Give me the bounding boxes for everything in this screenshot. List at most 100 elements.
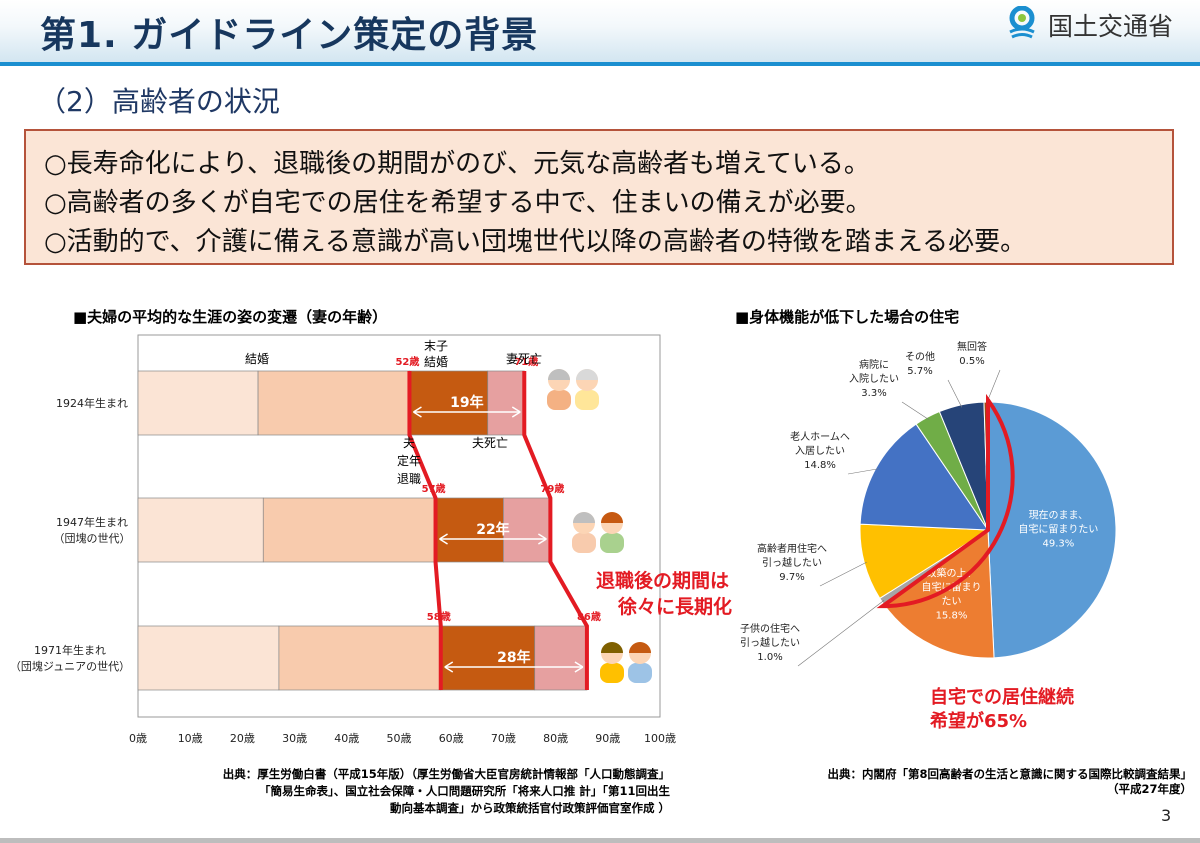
period-label: 19年 xyxy=(450,394,483,411)
stage-label-child-marriage: 末子 xyxy=(424,339,448,353)
x-tick-label: 80歳 xyxy=(543,732,568,745)
pie-slice-label: 引っ越したい xyxy=(740,636,800,649)
right-chart-source-1: 出典：内閣府「第8回高齢者の生活と意識に関する国際比較調査結果」 xyxy=(827,767,1193,781)
pie-slice-label: 無回答 xyxy=(957,340,987,353)
right-chart-source-2: （平成27年度） xyxy=(1106,782,1192,796)
pie-slice xyxy=(859,423,989,531)
elderly-couple-illustration-1924 xyxy=(547,369,599,410)
x-tick-label: 60歳 xyxy=(439,732,464,745)
pie-slice-label: 1.0% xyxy=(757,652,782,663)
summary-box: ○長寿命化により、退職後の期間がのび、元気な高齢者も増えている。 ○高齢者の多く… xyxy=(24,129,1174,265)
summary-line-2: ○高齢者の多くが自宅での居住を希望する中で、住まいの備えが必要。 xyxy=(44,188,872,218)
x-tick-label: 20歳 xyxy=(230,732,255,745)
x-tick-label: 30歳 xyxy=(282,732,307,745)
period-arrow-heads xyxy=(413,406,521,418)
life-segment-bar xyxy=(534,625,588,691)
life-segment-bar xyxy=(262,497,436,563)
left-chart-source-2: 「簡易生命表」、国立社会保障・人口問題研究所「将来人口推 計」「第11回出生 xyxy=(258,784,670,798)
category-label: 1947年生まれ xyxy=(56,515,128,529)
pie-slice-label: 0.5% xyxy=(959,356,984,367)
summary-line-3: ○活動的で、介護に備える意識が高い団塊世代以降の高齢者の特徴を踏まえる必要。 xyxy=(44,227,1027,257)
life-segment-bar xyxy=(257,370,410,436)
retire-age-label: 52歳 xyxy=(395,355,419,368)
x-tick-label: 10歳 xyxy=(178,732,203,745)
stage-label-retire: 夫 xyxy=(403,436,415,450)
left-chart-source-3: 動向基本調査」から政策統括官付政策評価官室作成 ） xyxy=(389,801,670,815)
pie-slice-label: その他 xyxy=(905,350,935,363)
right-chart-title: ■身体機能が低下した場合の住宅 xyxy=(735,308,960,326)
x-tick-label: 100歳 xyxy=(644,732,676,745)
summary-line-1: ○長寿命化により、退職後の期間がのび、元気な高齢者も増えている。 xyxy=(44,149,870,179)
life-segment-bar xyxy=(137,370,259,436)
category-label: （団塊ジュニアの世代） xyxy=(10,660,130,673)
left-chart-source-1: 出典：厚生労働白書（平成15年版）（厚生労働省大臣官房統計情報部「人口動態調査」 xyxy=(222,767,670,781)
pie-slice-label: 自宅に留まりたい xyxy=(1018,522,1098,535)
pie-slice-label: 49.3% xyxy=(1042,538,1074,549)
x-tick-label: 0歳 xyxy=(129,732,147,745)
pie-leader-line xyxy=(797,600,885,667)
elderly-couple-illustration-1947 xyxy=(572,512,624,553)
life-course-chart: 0歳 10歳 20歳 30歳 40歳 50歳 60歳 70歳 80歳 90歳 100歳 1924年生ま… xyxy=(10,334,676,745)
pie-slice-label: 病院に xyxy=(859,358,889,371)
category-label: 1971年生まれ xyxy=(34,643,106,657)
x-tick-label: 40歳 xyxy=(334,732,359,745)
life-segment-bar xyxy=(503,497,551,563)
pie-slice-label: 高齢者用住宅へ xyxy=(757,542,827,555)
right-callout-line-1: 自宅での居住継続 xyxy=(930,687,1074,708)
left-chart-title: ■夫婦の平均的な生涯の姿の変遷（妻の年齢） xyxy=(73,308,388,326)
left-callout-line-2: 徐々に長期化 xyxy=(618,596,733,618)
pie-slice-label: 入院したい xyxy=(849,372,899,385)
stage-label-husband-death: 夫死亡 xyxy=(472,436,508,450)
mlit-logo-icon xyxy=(1009,6,1035,39)
ministry-logo: 国土交通省 xyxy=(1000,4,1196,41)
footer-line xyxy=(0,838,1200,843)
pie-slice-label: たい xyxy=(941,595,961,607)
x-tick-label: 50歳 xyxy=(387,732,412,745)
period-label: 28年 xyxy=(497,649,530,666)
stage-label-retire: 退職 xyxy=(397,472,421,486)
life-segment-bar xyxy=(409,370,489,436)
retirement-trend-line xyxy=(407,371,443,690)
section-subtitle: （2）高齢者の状況 xyxy=(38,85,280,118)
pie-slice-label: 14.8% xyxy=(804,460,836,471)
pie-slice-label: 3.3% xyxy=(861,388,886,399)
wife-death-trend-line xyxy=(522,371,589,690)
pie-leader-line xyxy=(847,468,879,475)
pie-slice-label: 15.8% xyxy=(936,610,968,621)
left-callout-line-1: 退職後の期間は xyxy=(596,570,730,592)
pie-leader-line xyxy=(819,561,867,587)
pie-slice-label: 入居したい xyxy=(795,445,845,457)
x-tick-label: 70歳 xyxy=(491,732,516,745)
elderly-couple-illustration-1971 xyxy=(600,642,652,683)
x-tick-label: 90歳 xyxy=(595,732,620,745)
stage-label-child-marriage: 結婚 xyxy=(424,355,448,369)
pie-leader-line xyxy=(947,379,963,408)
right-callout-line-2: 希望が65% xyxy=(930,711,1028,732)
pie-slice-label: 9.7% xyxy=(779,572,804,583)
housing-pie-chart: 現在のまま、自宅に留まりたい49.3%改築の上、自宅に留まりたい15.8%子供の… xyxy=(740,340,1117,667)
header-bar xyxy=(0,0,1200,66)
life-segment-bar xyxy=(137,625,280,691)
slide-title: 第1. ガイドライン策定の背景 xyxy=(40,15,539,56)
category-label: （団塊の世代） xyxy=(54,532,131,545)
pie-slice-label: 子供の住宅へ xyxy=(740,622,800,635)
period-label: 22年 xyxy=(476,521,509,538)
pie-slice xyxy=(859,523,990,600)
header-divider xyxy=(0,62,1200,66)
death-age-label: 71歳 xyxy=(514,355,538,368)
pie-slice-label: 老人ホームへ xyxy=(790,430,850,443)
period-arrow-heads xyxy=(439,533,547,545)
sixty-five-percent-highlight xyxy=(876,393,1015,609)
life-segment-bar xyxy=(278,625,442,691)
pie-slice xyxy=(987,401,1117,659)
pie-slice-label: 現在のまま、 xyxy=(1029,509,1089,521)
life-segment-bar xyxy=(487,370,525,436)
category-label: 1924年生まれ xyxy=(56,396,128,410)
pie-slice-label: 引っ越したい xyxy=(762,556,822,569)
life-segment-bar xyxy=(435,497,504,563)
life-segment-bar xyxy=(137,497,264,563)
stage-label-marriage: 結婚 xyxy=(245,352,269,366)
stage-label-retire: 定年 xyxy=(397,453,421,468)
pie-slice-label: 5.7% xyxy=(907,366,932,377)
stage-label-wife-death: 妻死亡 xyxy=(506,352,542,366)
